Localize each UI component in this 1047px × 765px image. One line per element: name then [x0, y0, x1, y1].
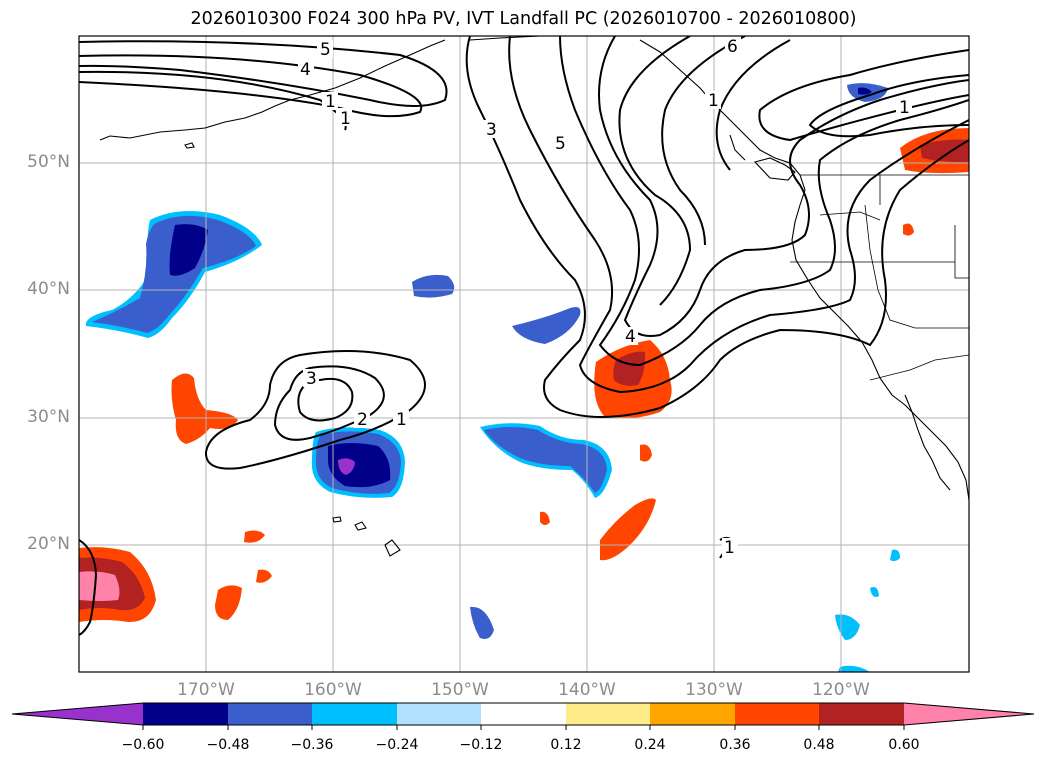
graticule — [79, 36, 969, 672]
contour-label: 1 — [708, 91, 719, 111]
map-title: 2026010300 F024 300 hPa PV, IVT Landfall… — [190, 9, 857, 29]
contour-label: 2 — [357, 410, 368, 430]
contour-label: 1 — [340, 109, 351, 129]
colorbar-tick-label: −0.24 — [375, 737, 419, 753]
colorbar-bin — [819, 703, 904, 725]
lon-label: 130°W — [685, 680, 743, 700]
lat-label: 40°N — [27, 279, 70, 299]
colorbar-tick-label: 0.24 — [634, 737, 666, 753]
colorbar-tick-label: −0.48 — [206, 737, 250, 753]
negative-pv-region — [85, 83, 900, 672]
lat-label: 50°N — [27, 152, 70, 172]
country-borders — [790, 174, 969, 381]
colorbar-bin — [228, 703, 312, 725]
pv-shading — [79, 83, 969, 672]
lon-label: 160°W — [304, 680, 362, 700]
contour-label: 4 — [300, 60, 311, 80]
colorbar-bin — [312, 703, 397, 725]
contour-label: 1 — [396, 410, 407, 430]
colorbar — [11, 702, 1035, 730]
colorbar-bin — [397, 703, 481, 725]
contour-label: 3 — [486, 120, 497, 140]
coastlines — [99, 36, 969, 557]
positive-pv-region — [79, 128, 969, 623]
colorbar-bin — [650, 703, 735, 725]
colorbar-extend-max — [904, 703, 1034, 725]
contour-label: 6 — [727, 37, 738, 57]
contour-label: 1 — [899, 98, 910, 118]
ivt-contours — [79, 36, 969, 636]
colorbar-tick-label: 0.60 — [888, 737, 920, 753]
contour-label: 1 — [325, 92, 336, 112]
colorbar-bin — [143, 703, 228, 725]
lon-label: 140°W — [558, 680, 616, 700]
contour-labels: 5 4 1 1 3 5 6 1 3 2 1 4 1 1 — [298, 37, 912, 558]
colorbar-tick-label: 0.48 — [803, 737, 835, 753]
colorbar-tick-label: −0.36 — [290, 737, 334, 753]
colorbar-tick-label: 0.12 — [550, 737, 582, 753]
colorbar-bin — [566, 703, 650, 725]
lon-label: 170°W — [177, 680, 235, 700]
contour-label: 1 — [724, 538, 735, 558]
plot-frame — [78, 35, 970, 673]
contour-label: 5 — [555, 134, 566, 154]
colorbar-tick-label: 0.36 — [719, 737, 751, 753]
contour-label: 5 — [320, 40, 331, 60]
colorbar-extend-min — [12, 703, 143, 725]
colorbar-bin — [735, 703, 819, 725]
colorbar-bin — [481, 703, 566, 725]
lat-label: 20°N — [27, 534, 70, 554]
lat-label: 30°N — [27, 407, 70, 427]
contour-label: 4 — [625, 327, 636, 347]
lon-label: 150°W — [431, 680, 489, 700]
colorbar-tick-label: −0.12 — [459, 737, 503, 753]
lon-label: 120°W — [812, 680, 870, 700]
colorbar-tick-label: −0.60 — [121, 737, 165, 753]
contour-label: 3 — [306, 369, 317, 389]
